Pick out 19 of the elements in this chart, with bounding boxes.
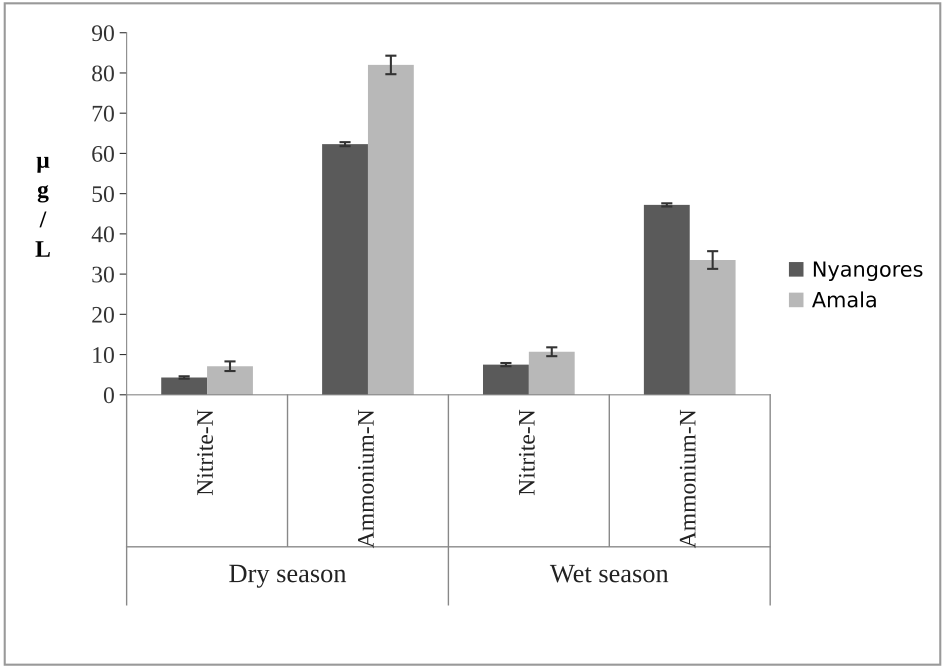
legend-label: Nyangores: [814, 261, 922, 281]
y-tick-label: 10: [93, 347, 114, 363]
x-tick-label: Ammonium-N: [680, 410, 696, 548]
y-tick-label: 20: [92, 306, 114, 323]
x-tick-label: Nitrite-N: [197, 410, 213, 496]
y-tick-label: 60: [92, 146, 114, 162]
y-tick-label: 50: [92, 186, 114, 202]
y-tick-label: 80: [92, 65, 114, 82]
legend-label: Amala: [812, 291, 876, 308]
y-axis-title: μg/L: [35, 156, 50, 257]
x-tick-label: Nitrite-N: [518, 410, 535, 496]
y-tick-label: 70: [92, 106, 114, 122]
x-tick-label: Ammonium-N: [358, 410, 374, 548]
y-tick-label: 0: [104, 387, 114, 404]
y-tick-label: 90: [92, 25, 114, 42]
y-tick-label: 30: [92, 266, 114, 283]
y-tick-label: 40: [92, 226, 114, 242]
text: Dry season: [229, 564, 346, 588]
text: Wet season: [550, 564, 668, 583]
